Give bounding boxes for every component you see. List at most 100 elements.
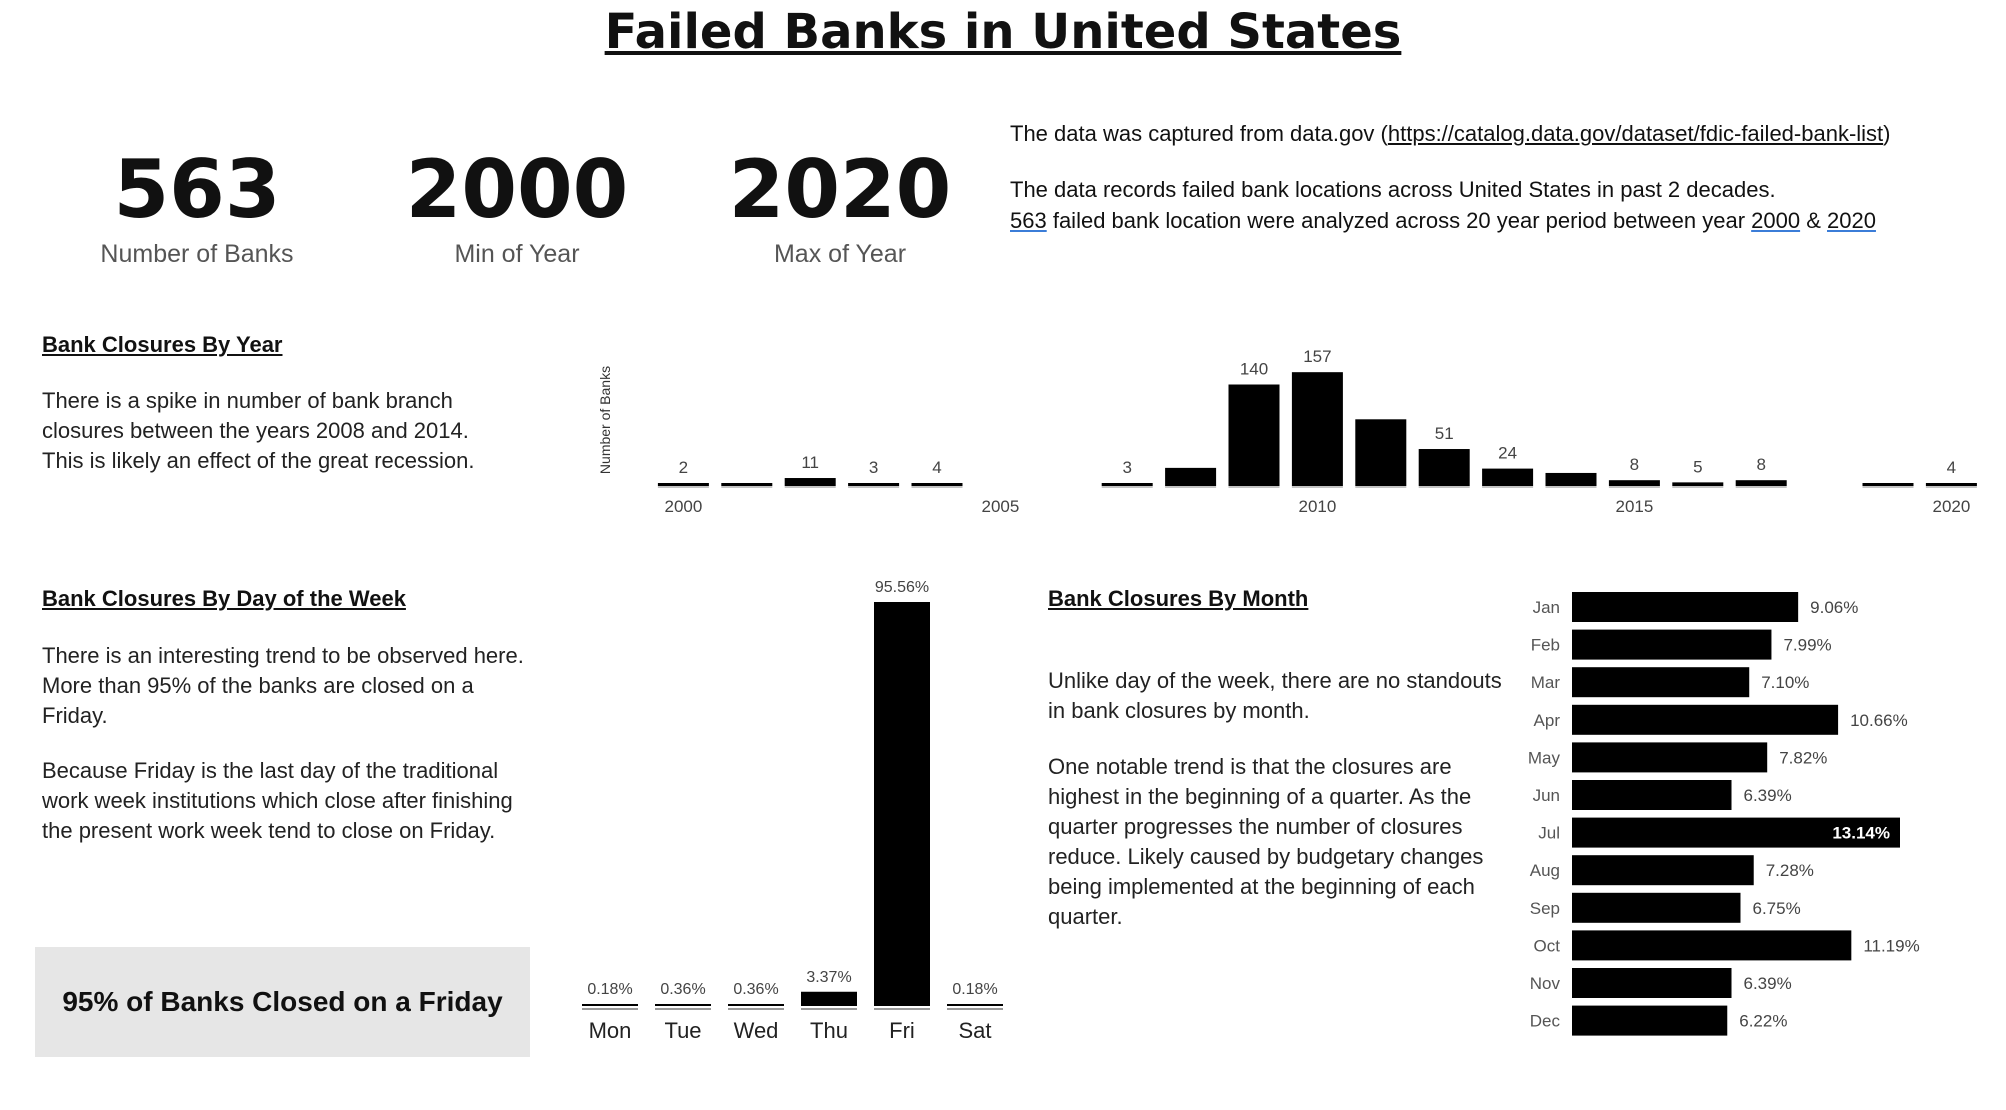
- source-prefix: The data was captured from data.gov (: [1010, 121, 1388, 146]
- bar-year-2001: [721, 483, 773, 486]
- data-label-year-2016: 5: [1693, 457, 1702, 476]
- data-label-year-2013: 24: [1498, 444, 1517, 463]
- description-line: The data records failed bank locations a…: [1010, 177, 1776, 202]
- section-text-weekday-1: There is an interesting trend to be obse…: [42, 643, 524, 728]
- section-title-year: Bank Closures By Year: [42, 332, 283, 357]
- bar-year-2020: [1925, 483, 1977, 486]
- x-tick-thu: Thu: [810, 1018, 848, 1043]
- summary-count: 563: [1010, 208, 1047, 233]
- data-label-jun: 6.39%: [1744, 786, 1792, 805]
- data-label-dec: 6.22%: [1739, 1012, 1787, 1031]
- y-tick-jun: Jun: [1533, 786, 1560, 805]
- data-label-may: 7.82%: [1779, 748, 1827, 767]
- bar-year-2003: [848, 483, 900, 486]
- bar-sep: [1572, 892, 1741, 923]
- summary-max-year: 2020: [1827, 208, 1876, 233]
- bar-tue: [655, 1004, 711, 1006]
- data-label-year-2009: 140: [1240, 360, 1268, 379]
- data-label-year-2015: 8: [1630, 455, 1639, 474]
- bar-thu: [801, 991, 857, 1006]
- bar-year-2002: [784, 478, 836, 486]
- y-tick-oct: Oct: [1534, 936, 1561, 955]
- kpi-label: Max of Year: [773, 240, 907, 268]
- y-tick-feb: Feb: [1531, 636, 1560, 655]
- bar-year-2012: [1418, 449, 1470, 486]
- x-tick-sat: Sat: [958, 1018, 991, 1043]
- section-text-month-2: One notable trend is that the closures a…: [1048, 754, 1484, 929]
- bar-jan: [1572, 592, 1799, 622]
- x-tick-tue: Tue: [664, 1018, 701, 1043]
- bar-year-2017: [1735, 480, 1787, 486]
- x-tick-2000: 2000: [664, 497, 702, 516]
- data-label-oct: 11.19%: [1863, 936, 1919, 955]
- bar-year-2009: [1228, 384, 1280, 486]
- data-label-sat: 0.18%: [952, 981, 997, 998]
- data-label-wed: 0.36%: [733, 981, 778, 998]
- y-tick-jul: Jul: [1538, 824, 1560, 843]
- kpi-card-number-of-banks: 563 Number of Banks: [27, 150, 367, 269]
- bar-feb: [1572, 629, 1772, 660]
- data-label-year-2003: 3: [869, 458, 878, 477]
- data-label-year-2004: 4: [932, 458, 941, 477]
- y-axis-label: Number of Banks: [597, 366, 613, 474]
- bar-year-2019: [1862, 483, 1914, 486]
- x-tick-2020: 2020: [1932, 497, 1970, 516]
- data-label-thu: 3.37%: [806, 969, 851, 986]
- bar-jul: [1572, 817, 1900, 848]
- x-tick-fri: Fri: [889, 1018, 915, 1043]
- data-label-year-2012: 51: [1435, 424, 1454, 443]
- x-tick-2010: 2010: [1298, 497, 1336, 516]
- data-label-nov: 6.39%: [1744, 974, 1792, 993]
- data-label-aug: 7.28%: [1766, 861, 1814, 880]
- x-tick-mon: Mon: [589, 1018, 632, 1043]
- data-description: The data was captured from data.gov (htt…: [1010, 118, 1970, 236]
- bar-year-2016: [1672, 482, 1724, 486]
- summary-amp: &: [1800, 208, 1827, 233]
- data-label-apr: 10.66%: [1850, 711, 1908, 730]
- bar-jun: [1572, 780, 1732, 810]
- page-title: Failed Banks in United States: [604, 4, 1402, 60]
- y-tick-aug: Aug: [1530, 861, 1560, 880]
- bar-aug: [1572, 855, 1754, 886]
- kpi-value: 2020: [728, 143, 952, 236]
- x-tick-2005: 2005: [981, 497, 1019, 516]
- summary-min-year: 2000: [1751, 208, 1801, 233]
- kpi-value: 2000: [405, 143, 629, 236]
- friday-callout: 95% of Banks Closed on a Friday: [35, 947, 530, 1057]
- data-label-year-2017: 8: [1756, 455, 1765, 474]
- data-label-year-2010: 157: [1303, 347, 1331, 366]
- x-tick-wed: Wed: [734, 1018, 779, 1043]
- kpi-card-max-year: 2020 Max of Year: [670, 150, 1010, 269]
- bar-may: [1572, 742, 1768, 773]
- bar-year-2008: [1165, 467, 1217, 486]
- data-label-jan: 9.06%: [1810, 598, 1858, 617]
- kpi-label: Min of Year: [454, 240, 580, 268]
- bar-fri: [874, 602, 930, 1006]
- section-title-weekday: Bank Closures By Day of the Week: [42, 586, 406, 611]
- bar-year-2004: [911, 483, 963, 486]
- section-title-month: Bank Closures By Month: [1048, 586, 1309, 611]
- bar-year-2000: [657, 483, 709, 486]
- y-tick-jan: Jan: [1533, 598, 1560, 617]
- y-tick-dec: Dec: [1530, 1012, 1561, 1031]
- source-line: The data was captured from data.gov (htt…: [1010, 118, 1970, 149]
- data-label-tue: 0.36%: [660, 981, 705, 998]
- bar-mon: [582, 1004, 638, 1006]
- summary-text: failed bank location were analyzed acros…: [1046, 208, 1752, 233]
- chart-bank-closures-by-weekday: 0.18% Mon 0.36% Tue 0.36% Wed 3.37% Thu 95.56% Fr…: [582, 579, 1003, 1043]
- bar-mar: [1572, 667, 1750, 698]
- section-text-year: There is a spike in number of bank branc…: [42, 388, 475, 473]
- data-label-sep: 6.75%: [1752, 899, 1800, 918]
- y-tick-nov: Nov: [1530, 974, 1561, 993]
- kpi-label: Number of Banks: [100, 240, 294, 268]
- source-link[interactable]: https://catalog.data.gov/dataset/fdic-fa…: [1387, 121, 1884, 146]
- bar-year-2014: [1545, 472, 1597, 486]
- bar-year-2015: [1608, 480, 1660, 486]
- data-label-year-2002: 11: [801, 453, 819, 472]
- bar-sat: [947, 1004, 1003, 1006]
- section-text-weekday-2: Because Friday is the last day of the tr…: [42, 758, 513, 843]
- data-label-mon: 0.18%: [587, 981, 632, 998]
- bar-dec: [1572, 1005, 1728, 1036]
- bar-wed: [728, 1004, 784, 1006]
- chart-bank-closures-by-year: Number of Banks 2 11 3 4 3 140 157 51 24 8 5 8 4 2000 2…: [597, 347, 1977, 516]
